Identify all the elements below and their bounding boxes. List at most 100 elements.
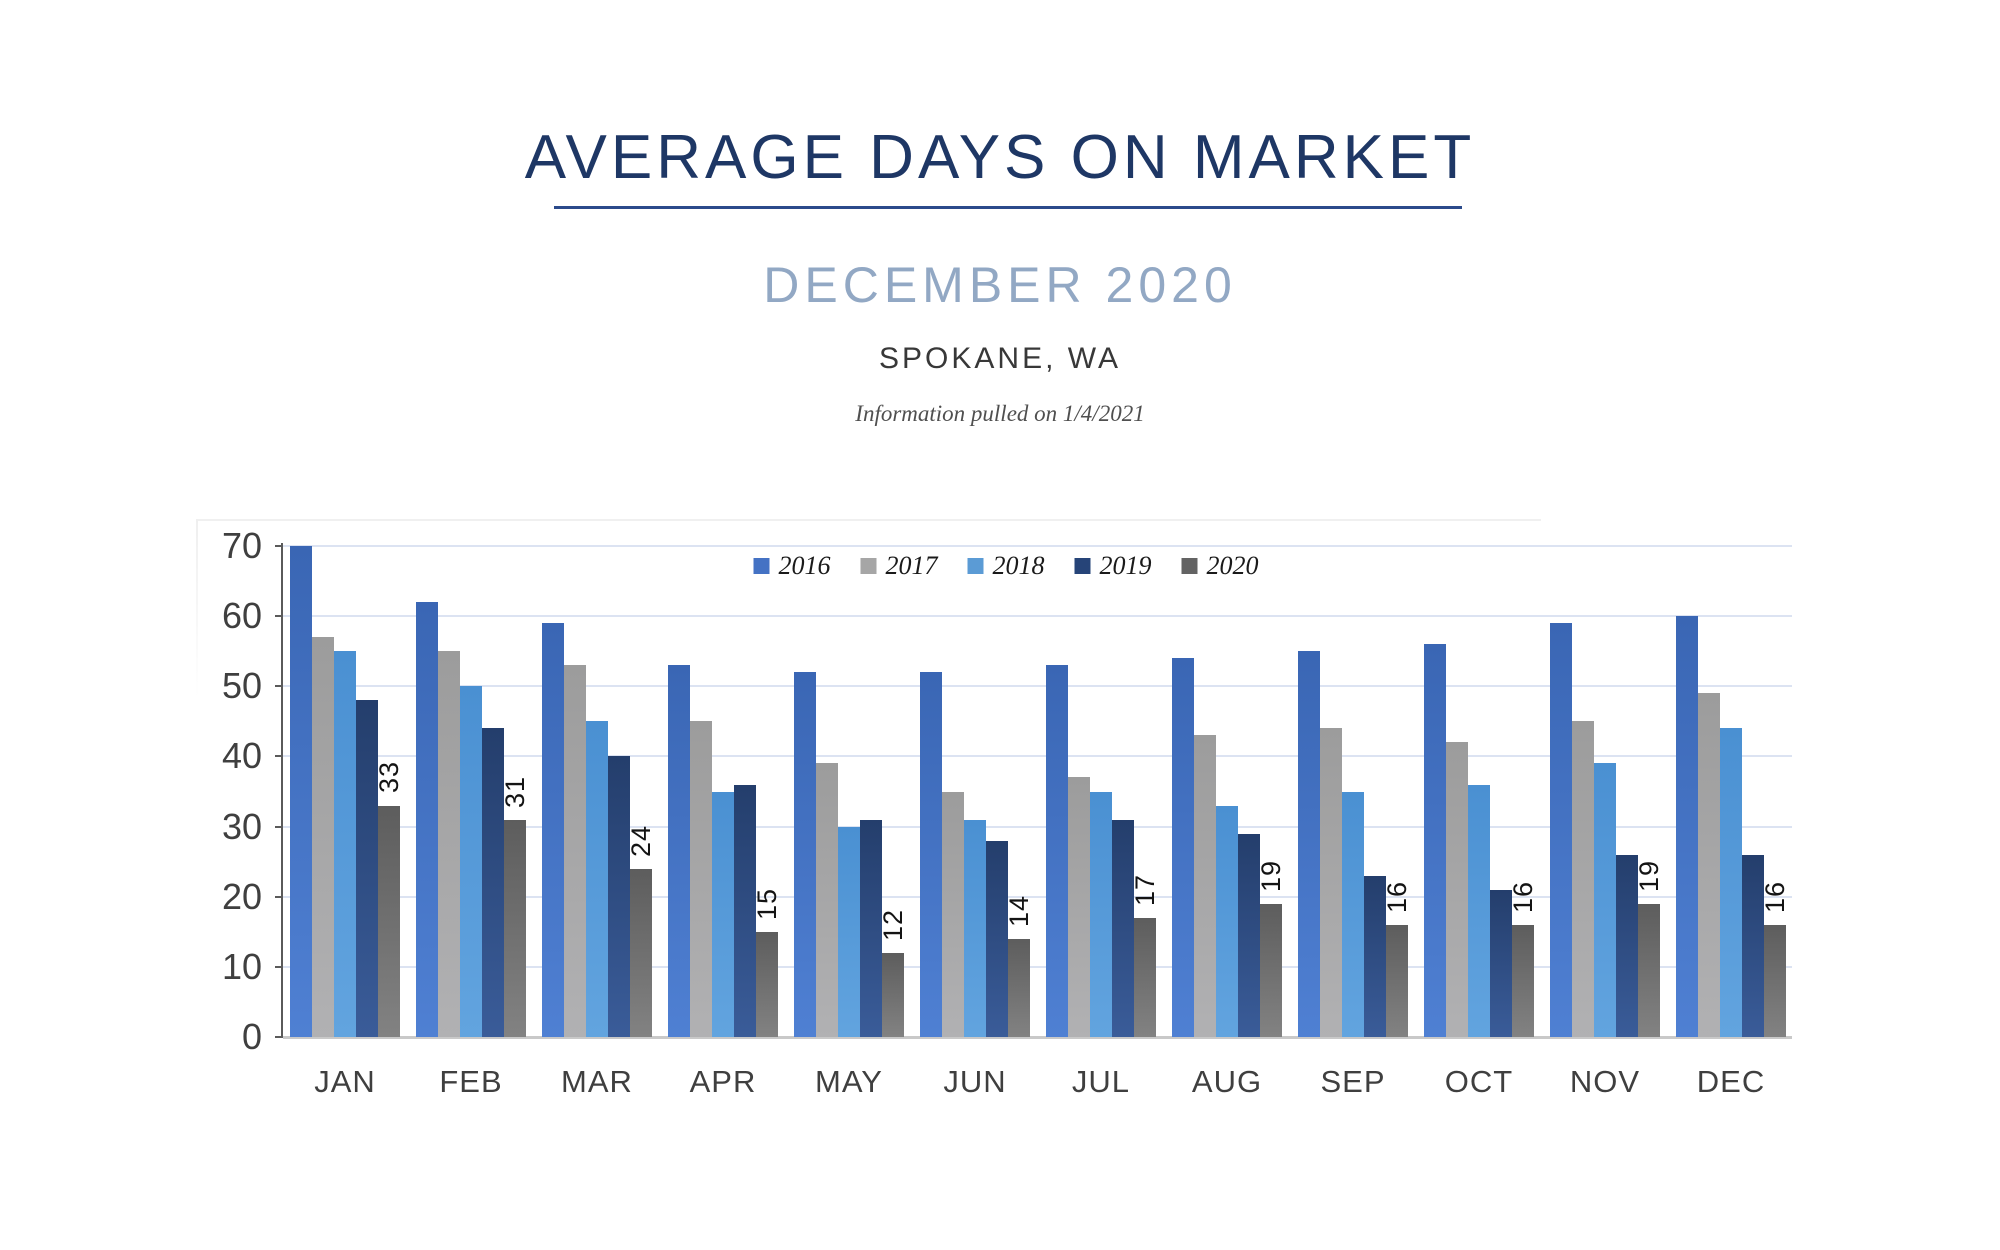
bar-2020-sep [1386, 924, 1408, 1037]
legend-item-2019: 2019 [1074, 551, 1152, 580]
bar-label-2020-feb: 31 [500, 775, 530, 808]
bar-2019-aug [1238, 833, 1260, 1037]
month-label-may: MAY [815, 1064, 883, 1099]
gridline-20 [283, 895, 1792, 898]
bar-2017-mar [564, 665, 586, 1037]
legend-label-2019: 2019 [1099, 551, 1152, 580]
bar-2018-oct [1468, 784, 1490, 1037]
gridline-40 [283, 755, 1792, 758]
legend-label-2018: 2018 [992, 551, 1045, 580]
bar-2020-aug [1260, 903, 1282, 1037]
bar-2020-jan [378, 805, 400, 1037]
bar-label-2020-oct: 16 [1508, 880, 1538, 913]
bar-2019-nov [1616, 854, 1638, 1037]
bar-2019-jul [1112, 819, 1134, 1037]
bar-2016-sep [1298, 651, 1320, 1037]
bar-2018-dec [1720, 728, 1742, 1037]
bar-2020-jul [1134, 917, 1156, 1037]
bar-2018-jan [334, 651, 356, 1037]
title-underline [554, 206, 1462, 209]
legend-label-2016: 2016 [778, 551, 831, 580]
bar-label-2020-dec: 16 [1760, 880, 1790, 913]
bar-2016-jun [920, 672, 942, 1037]
bar-2019-dec [1742, 854, 1764, 1037]
bar-2016-may [794, 672, 816, 1037]
bar-2019-sep [1364, 875, 1386, 1037]
gridline-10 [283, 965, 1792, 968]
bar-label-2020-sep: 16 [1382, 880, 1412, 913]
x-axis-baseline [283, 1036, 1792, 1039]
bar-2020-jun [1008, 938, 1030, 1037]
bar-2018-may [838, 826, 860, 1037]
bar-2017-dec [1698, 693, 1720, 1037]
y-tick-label-10: 10 [221, 945, 262, 987]
card-edge-horizontal [196, 519, 1541, 521]
y-tick-label-30: 30 [221, 805, 262, 847]
bar-2016-dec [1676, 616, 1698, 1037]
y-axis-tick-20 [275, 895, 283, 898]
bar-label-2020-may: 12 [878, 908, 908, 941]
month-label-apr: APR [689, 1064, 757, 1099]
month-label-mar: MAR [561, 1064, 633, 1099]
bar-2017-nov [1572, 721, 1594, 1037]
bar-label-2020-jan: 33 [374, 761, 404, 794]
bar-2017-jun [942, 791, 964, 1037]
bar-2019-mar [608, 756, 630, 1037]
bar-2020-dec [1764, 924, 1786, 1037]
bar-2017-jul [1068, 777, 1090, 1037]
location-label: SPOKANE, WA [879, 342, 1121, 375]
bar-2017-feb [438, 651, 460, 1037]
legend-swatch-2016 [753, 558, 770, 574]
bar-2017-oct [1446, 742, 1468, 1037]
bar-2018-mar [586, 721, 608, 1037]
bar-label-2020-nov: 19 [1634, 859, 1664, 892]
legend-item-2016: 2016 [753, 551, 831, 580]
bar-2017-sep [1320, 728, 1342, 1037]
bar-2016-jan [290, 546, 312, 1037]
bar-2018-feb [460, 686, 482, 1037]
y-tick-label-70: 70 [221, 525, 262, 566]
legend-swatch-2019 [1074, 558, 1091, 574]
y-tick-label-0: 0 [241, 1016, 262, 1057]
month-label-feb: FEB [439, 1064, 503, 1099]
month-label-jul: JUL [1071, 1064, 1131, 1099]
legend-label-2017: 2017 [885, 551, 938, 580]
card-edge-vertical [196, 519, 198, 699]
bar-label-2020-jun: 14 [1004, 894, 1034, 927]
bar-2018-jun [964, 819, 986, 1037]
bar-2019-may [860, 819, 882, 1037]
bar-2016-nov [1550, 623, 1572, 1037]
bar-2017-apr [690, 721, 712, 1037]
bar-2019-jan [356, 700, 378, 1037]
gridline-50 [283, 685, 1792, 688]
bar-2018-nov [1594, 763, 1616, 1037]
bar-2017-may [816, 763, 838, 1037]
legend-label-2020: 2020 [1206, 551, 1259, 580]
y-axis-tick-10 [275, 965, 283, 968]
legend-swatch-2020 [1181, 558, 1198, 574]
bar-2020-may [882, 952, 904, 1037]
y-tick-label-50: 50 [221, 665, 262, 707]
y-axis-tick-40 [275, 755, 283, 758]
legend-item-2017: 2017 [860, 551, 938, 580]
y-tick-label-60: 60 [221, 595, 262, 637]
month-label-jun: JUN [943, 1064, 1007, 1099]
y-axis-tick-0 [275, 1036, 283, 1038]
bar-2017-aug [1194, 735, 1216, 1037]
bar-label-2020-apr: 15 [752, 887, 782, 920]
bar-2016-mar [542, 623, 564, 1037]
bar-2019-jun [986, 840, 1008, 1037]
y-tick-label-40: 40 [221, 735, 262, 777]
month-label-jan: JAN [314, 1064, 376, 1099]
bar-2016-apr [668, 665, 690, 1037]
page-title: AVERAGE DAYS ON MARKET [524, 123, 1476, 192]
bar-2019-oct [1490, 889, 1512, 1037]
bar-2020-oct [1512, 924, 1534, 1037]
y-axis-tick-70 [275, 545, 283, 547]
month-label-oct: OCT [1444, 1064, 1514, 1099]
bar-2016-feb [416, 602, 438, 1037]
bar-label-2020-mar: 24 [626, 824, 656, 857]
bar-2020-mar [630, 868, 652, 1037]
chart-legend: 2016 2017 2018 2019 2020 [753, 550, 1259, 582]
y-axis-line [281, 543, 283, 1037]
